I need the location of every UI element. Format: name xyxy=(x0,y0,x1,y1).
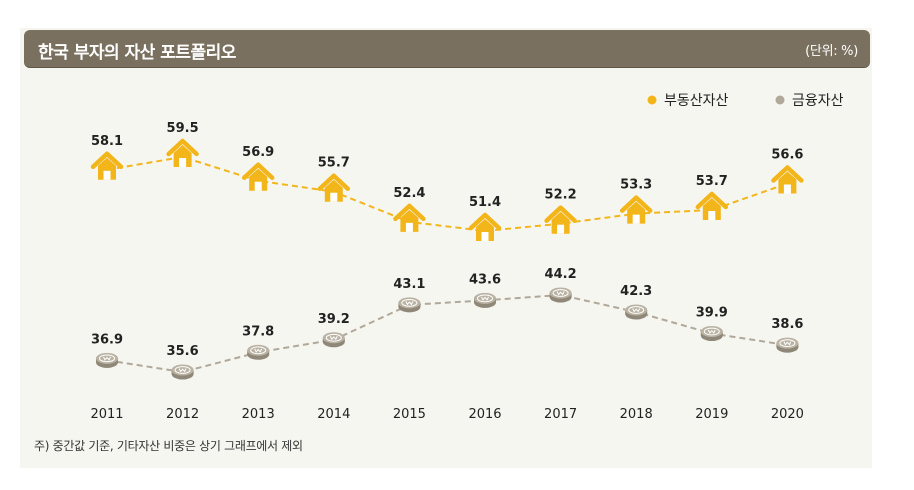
x-tick-label: 2018 xyxy=(620,407,653,422)
x-tick-label: 2012 xyxy=(166,407,199,422)
coin-icon xyxy=(776,337,799,353)
unit-label: (단위: %) xyxy=(805,44,858,59)
house-icon xyxy=(619,195,653,224)
coin-icon xyxy=(247,344,270,360)
house-icon xyxy=(241,162,275,191)
data-label: 39.2 xyxy=(318,312,350,327)
house-icon xyxy=(544,205,577,234)
footnote: 주) 중간값 기준, 기타자산 비중은 상기 그래프에서 제외 xyxy=(34,439,303,453)
data-label: 53.7 xyxy=(696,174,728,189)
legend-real-estate: 부동산자산 xyxy=(647,93,729,109)
coin-icon xyxy=(700,326,723,341)
x-tick-label: 2015 xyxy=(393,407,426,422)
data-label: 52.4 xyxy=(393,186,425,201)
coin-icon xyxy=(549,287,572,303)
coin-icon xyxy=(96,352,118,368)
series-line-real-estate xyxy=(106,155,788,233)
data-label: 55.7 xyxy=(318,156,350,171)
legend-marker xyxy=(647,95,657,105)
data-label: 51.4 xyxy=(469,195,501,210)
data-label: 52.2 xyxy=(545,188,577,203)
data-label: 38.6 xyxy=(771,317,803,332)
x-tick-label: 2020 xyxy=(771,407,804,422)
x-tick-label: 2017 xyxy=(544,407,577,422)
data-label: 37.8 xyxy=(242,324,274,339)
legend-label: 금융자산 xyxy=(792,93,844,109)
legend-label: 부동산자산 xyxy=(664,93,729,109)
data-label: 35.6 xyxy=(167,344,199,359)
data-label: 44.2 xyxy=(545,267,577,282)
chart-panel xyxy=(20,28,872,468)
x-tick-label: 2013 xyxy=(242,407,275,422)
x-tick-label: 2019 xyxy=(695,407,728,422)
house-icon xyxy=(468,212,502,241)
title-bar: 한국 부자의 자산 포트폴리오 (단위: %) xyxy=(24,30,870,67)
house-icon xyxy=(393,203,426,232)
coin-icon xyxy=(171,364,194,380)
chart-title: 한국 부자의 자산 포트폴리오 xyxy=(38,43,236,63)
coin-icon xyxy=(625,304,648,320)
data-label: 58.1 xyxy=(91,134,123,149)
house-icon xyxy=(317,173,351,202)
house-icon xyxy=(695,191,729,220)
series-line-financial xyxy=(106,293,788,374)
data-label: 36.9 xyxy=(91,332,123,347)
data-label: 39.9 xyxy=(696,306,728,321)
x-tick-label: 2011 xyxy=(90,407,123,422)
house-icon xyxy=(166,138,199,167)
data-label: 53.3 xyxy=(620,178,652,193)
coin-icon xyxy=(474,292,496,308)
data-label: 42.3 xyxy=(620,284,652,299)
data-label: 56.6 xyxy=(771,147,803,162)
data-label: 56.9 xyxy=(242,145,274,160)
data-label: 43.1 xyxy=(393,277,425,292)
legend-marker xyxy=(775,95,785,105)
house-icon xyxy=(771,165,804,194)
coin-icon xyxy=(398,297,421,313)
coin-icon xyxy=(322,332,345,348)
x-tick-label: 2016 xyxy=(468,407,501,422)
x-tick-label: 2014 xyxy=(317,407,350,422)
data-label: 59.5 xyxy=(167,121,199,136)
house-icon xyxy=(90,151,124,180)
data-label: 43.6 xyxy=(469,272,501,287)
legend-financial: 금융자산 xyxy=(775,93,844,109)
